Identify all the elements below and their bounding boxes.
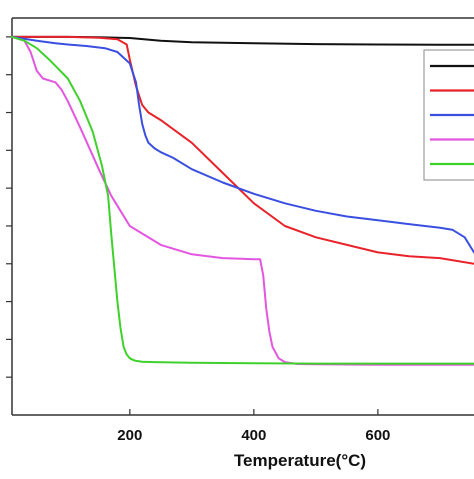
series-lines: [11, 35, 474, 366]
series-line-5: [11, 35, 474, 365]
axes: [11, 17, 474, 416]
ticks: 200 400 600: [6, 36, 390, 444]
legend: [423, 49, 474, 181]
x-tick-label: 400: [241, 427, 266, 444]
series-line-4: [11, 35, 474, 366]
x-tick-label: 200: [117, 427, 142, 444]
x-axis-label: Temperature(°C): [234, 451, 366, 470]
x-tick-label: 600: [365, 427, 390, 444]
series-line-2: [11, 35, 474, 265]
series-line-3: [11, 35, 474, 254]
